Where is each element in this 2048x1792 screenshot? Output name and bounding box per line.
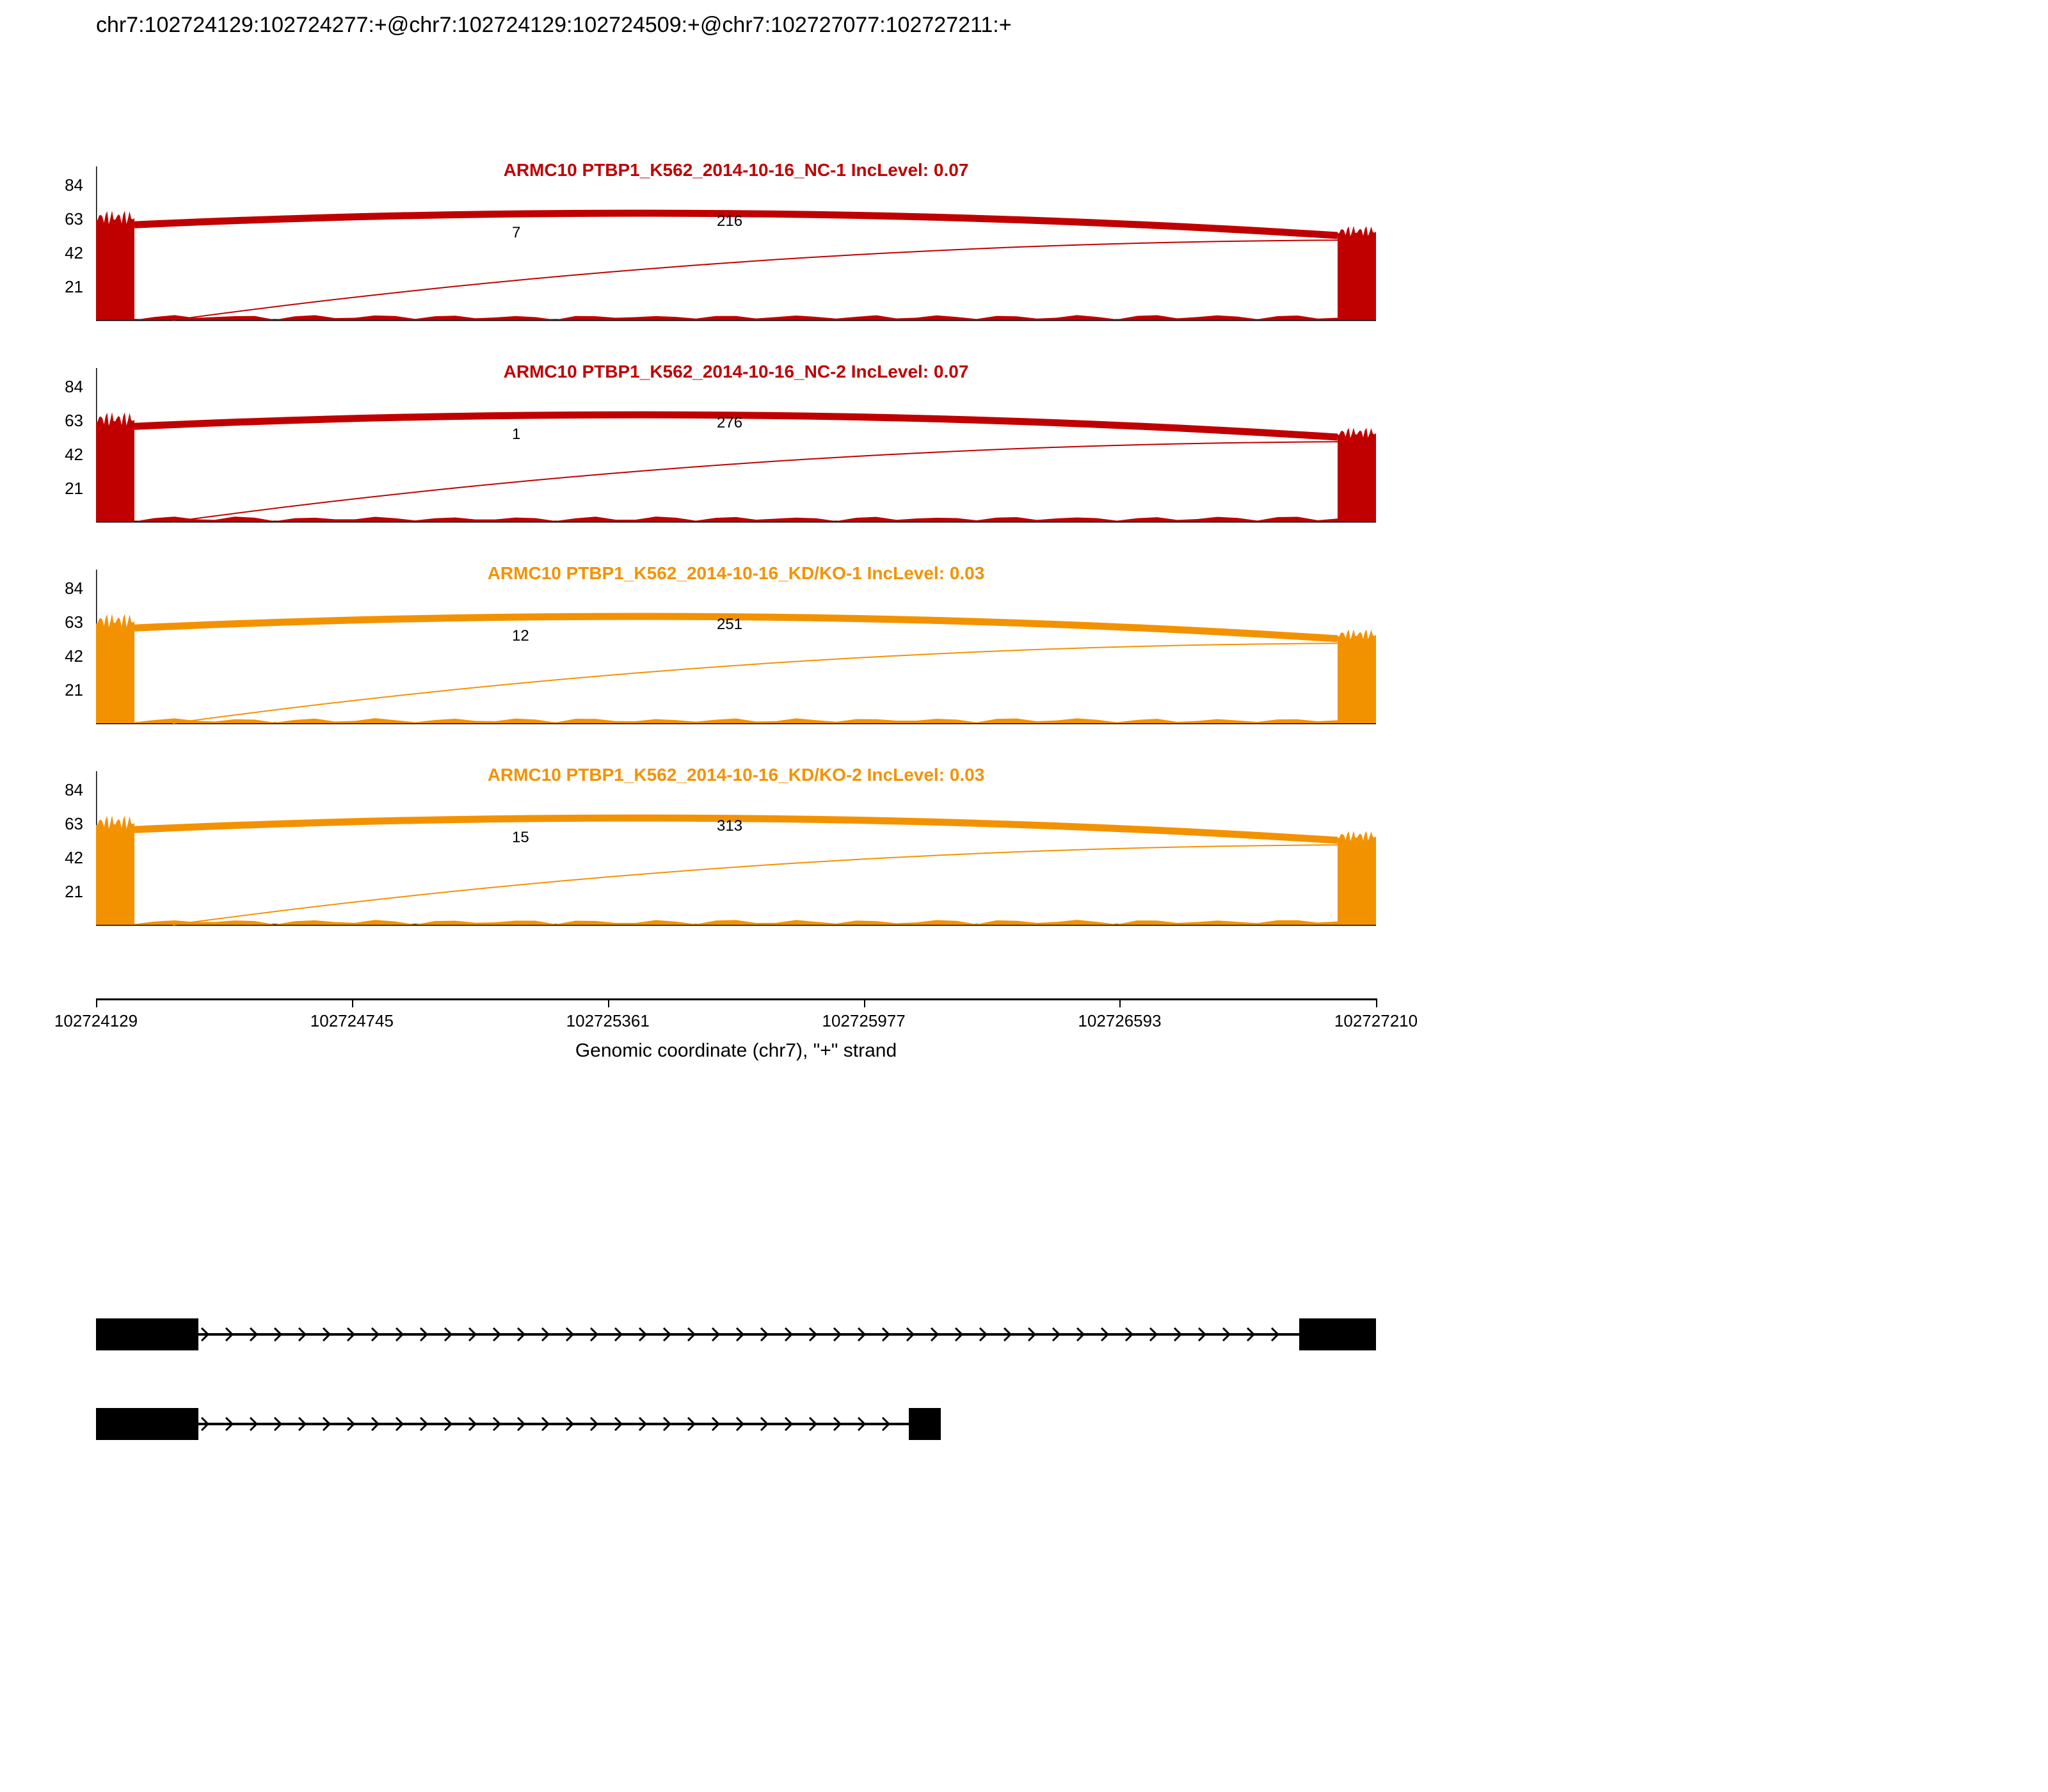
- coverage-plot: [96, 771, 1376, 938]
- x-tick-mark: [608, 998, 609, 1007]
- y-tick-label: 84: [65, 780, 83, 800]
- major-junction-count-1: 216: [717, 212, 742, 230]
- x-tick-mark: [352, 998, 353, 1007]
- y-tick-label: 63: [65, 612, 83, 632]
- y-tick-label: 63: [65, 411, 83, 431]
- y-tick-label: 42: [65, 848, 83, 868]
- x-tick-mark: [1119, 998, 1121, 1007]
- x-tick-label: 102725361: [566, 1011, 650, 1031]
- coverage-plot: [96, 570, 1376, 736]
- isoform-short: [96, 1408, 1376, 1440]
- major-junction-count-4: 313: [717, 817, 742, 835]
- page-title: chr7:102724129:102724277:+@chr7:10272412…: [96, 13, 1012, 38]
- y-tick-label: 63: [65, 814, 83, 834]
- major-junction-count-2: 276: [717, 414, 742, 432]
- minor-junction-count-2: 1: [512, 426, 520, 444]
- x-tick-label: 102726593: [1078, 1011, 1161, 1031]
- y-tick-label: 42: [65, 243, 83, 263]
- y-tick-label: 42: [65, 445, 83, 465]
- track-title-3: ARMC10 PTBP1_K562_2014-10-16_KD/KO-1 Inc…: [96, 563, 1376, 584]
- sashimi-track-3: 84634221RPKMARMC10 PTBP1_K562_2014-10-16…: [96, 570, 1376, 762]
- x-tick-mark: [96, 998, 97, 1007]
- x-tick-label: 102725977: [822, 1011, 906, 1031]
- y-tick-label: 21: [65, 680, 83, 700]
- coverage-plot: [96, 166, 1376, 333]
- y-tick-label: 42: [65, 646, 83, 666]
- x-tick-label: 102727210: [1334, 1011, 1418, 1031]
- track-title-2: ARMC10 PTBP1_K562_2014-10-16_NC-2 IncLev…: [96, 362, 1376, 382]
- x-tick-label: 102724745: [310, 1011, 394, 1031]
- y-tick-label: 84: [65, 175, 83, 195]
- xaxis-line: [96, 998, 1376, 1000]
- y-tick-label: 84: [65, 377, 83, 397]
- x-tick-mark: [864, 998, 865, 1007]
- sashimi-track-4: 84634221RPKMARMC10 PTBP1_K562_2014-10-16…: [96, 771, 1376, 963]
- major-junction-count-3: 251: [717, 616, 742, 634]
- x-tick-label: 102724129: [54, 1011, 138, 1031]
- y-tick-label: 21: [65, 882, 83, 902]
- coverage-plot: [96, 368, 1376, 534]
- y-tick-label: 21: [65, 277, 83, 297]
- x-tick-mark: [1376, 998, 1377, 1007]
- sashimi-track-1: 84634221RPKMARMC10 PTBP1_K562_2014-10-16…: [96, 166, 1376, 358]
- track-title-1: ARMC10 PTBP1_K562_2014-10-16_NC-1 IncLev…: [96, 160, 1376, 180]
- minor-junction-count-3: 12: [512, 627, 529, 645]
- minor-junction-count-1: 7: [512, 224, 520, 242]
- isoform-long: [96, 1318, 1376, 1350]
- sashimi-track-2: 84634221RPKMARMC10 PTBP1_K562_2014-10-16…: [96, 368, 1376, 560]
- track-title-4: ARMC10 PTBP1_K562_2014-10-16_KD/KO-2 Inc…: [96, 765, 1376, 785]
- y-tick-label: 63: [65, 209, 83, 229]
- y-tick-label: 21: [65, 479, 83, 499]
- y-tick-label: 84: [65, 579, 83, 598]
- xaxis-caption: Genomic coordinate (chr7), "+" strand: [96, 1040, 1376, 1062]
- minor-junction-count-4: 15: [512, 829, 529, 847]
